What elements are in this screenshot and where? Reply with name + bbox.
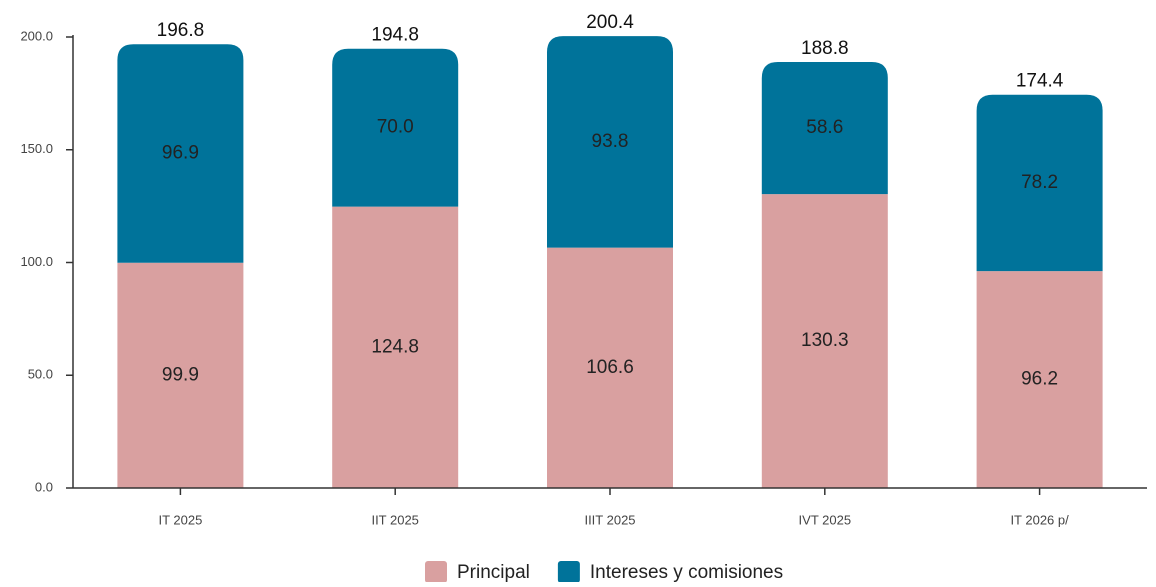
value-label: 99.9 bbox=[162, 364, 199, 385]
bar-segment bbox=[761, 194, 888, 488]
bar-segment bbox=[332, 48, 459, 207]
x-tick-label: IIT 2025 bbox=[371, 512, 418, 527]
legend-swatch bbox=[557, 561, 580, 583]
x-tick-label: IIIT 2025 bbox=[584, 512, 635, 527]
y-tick-label: 150.0 bbox=[20, 141, 53, 156]
bar-segment bbox=[547, 36, 673, 248]
value-label: 96.9 bbox=[162, 142, 199, 163]
y-tick-label: 100.0 bbox=[20, 254, 53, 269]
x-tick-label: IT 2025 bbox=[158, 512, 202, 527]
total-label: 200.4 bbox=[586, 12, 634, 33]
bar-segment bbox=[117, 44, 244, 263]
bar-segment bbox=[976, 271, 1103, 488]
bar-segment bbox=[547, 247, 673, 488]
value-label: 93.8 bbox=[592, 131, 629, 152]
x-tick-label: IT 2026 p/ bbox=[1010, 512, 1069, 527]
value-label: 106.6 bbox=[586, 357, 634, 378]
value-label: 96.2 bbox=[1021, 369, 1058, 390]
bar-segment bbox=[761, 62, 888, 195]
value-label: 124.8 bbox=[371, 336, 419, 357]
bar-segment bbox=[117, 262, 244, 488]
legend-label: Intereses y comisiones bbox=[590, 562, 783, 582]
total-label: 174.4 bbox=[1016, 71, 1064, 92]
value-label: 130.3 bbox=[801, 330, 849, 351]
legend-label: Principal bbox=[457, 562, 530, 582]
y-tick-label: 50.0 bbox=[28, 367, 53, 382]
bar-segment bbox=[332, 206, 459, 489]
y-tick-label: 0.0 bbox=[35, 479, 53, 494]
total-label: 196.8 bbox=[157, 20, 205, 41]
x-tick-label: IVT 2025 bbox=[799, 512, 852, 527]
value-label: 78.2 bbox=[1021, 172, 1058, 193]
total-label: 194.8 bbox=[371, 25, 419, 46]
value-label: 58.6 bbox=[806, 117, 843, 138]
total-label: 188.8 bbox=[801, 38, 849, 59]
bar-segment bbox=[976, 94, 1103, 272]
value-label: 70.0 bbox=[377, 117, 414, 138]
legend-swatch bbox=[425, 561, 447, 583]
y-tick-label: 200.0 bbox=[20, 28, 53, 43]
